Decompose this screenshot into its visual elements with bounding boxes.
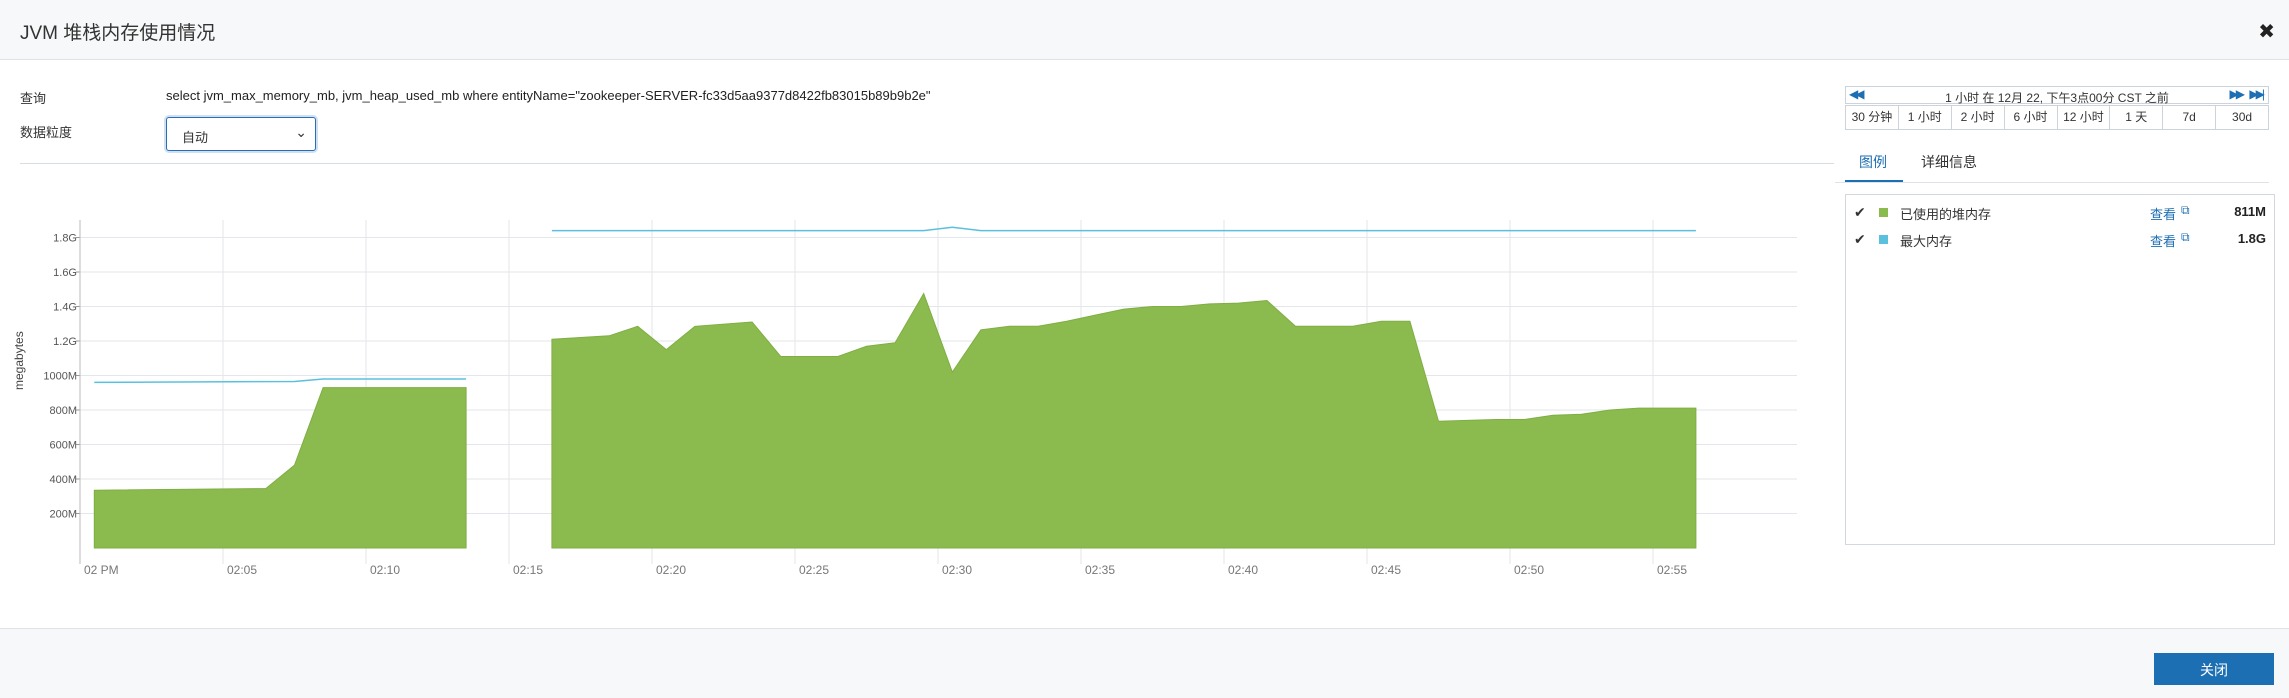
skip-to-end-icon[interactable]: ▶▶| [2249, 87, 2264, 101]
external-link-icon[interactable]: ⧉ [2181, 203, 2190, 217]
tab-legend[interactable]: 图例 [1859, 154, 1887, 170]
x-tick-label: 02:35 [1085, 563, 1115, 577]
x-tick-label: 02:15 [513, 563, 543, 577]
time-range-label: 1 小时 在 12月 22, 下午3点00分 CST 之前 [1945, 91, 2169, 105]
series-line-max-memory [551, 226, 1696, 232]
y-axis-label: megabytes [12, 331, 26, 390]
legend-item: ✔ 最大内存 查看 ⧉ 1.8G [1846, 228, 2274, 250]
y-tick-label: 1.2G [53, 336, 77, 348]
dialog-footer [0, 628, 2289, 698]
y-tick-label: 400M [49, 474, 77, 486]
y-tick-label: 800M [49, 405, 77, 417]
x-tick-label: 02:25 [799, 563, 829, 577]
range-30m-button[interactable]: 30 分钟 [1846, 106, 1899, 129]
x-tick-label: 02 PM [84, 563, 119, 577]
dialog-header: JVM 堆栈内存使用情况 ✖ [0, 0, 2289, 60]
series-area-heap-used [93, 387, 467, 549]
double-chevron-right-icon[interactable]: ▶▶ [2229, 87, 2246, 101]
chevron-down-icon: ⌄ [295, 124, 307, 140]
legend-value: 811M [2234, 204, 2266, 219]
query-text: select jvm_max_memory_mb, jvm_heap_used_… [166, 88, 931, 103]
range-12h-button[interactable]: 12 小时 [2057, 106, 2111, 129]
series-area-heap-used [551, 292, 1697, 549]
range-7d-button[interactable]: 7d [2163, 106, 2217, 129]
granularity-selected-value: 自动 [182, 130, 209, 145]
x-tick-label: 02:30 [942, 563, 972, 577]
side-tabs: 图例 详细信息 [1845, 142, 2269, 182]
x-tick-label: 02:20 [656, 563, 686, 577]
range-2h-button[interactable]: 2 小时 [1951, 106, 2005, 129]
time-range-nav: ◀◀ 1 小时 在 12月 22, 下午3点00分 CST 之前 ▶▶ ▶▶| [1845, 86, 2269, 105]
x-tick-label: 02:50 [1514, 563, 1544, 577]
legend-series-name: 最大内存 [1900, 234, 1953, 249]
x-tick-label: 02:10 [370, 563, 400, 577]
x-tick-label: 02:45 [1371, 563, 1401, 577]
y-tick-label: 1000M [43, 371, 77, 383]
granularity-label: 数据粒度 [20, 125, 73, 140]
view-link[interactable]: 查看 [2150, 234, 2177, 249]
y-tick-label: 1.8G [53, 233, 77, 245]
range-1d-button[interactable]: 1 天 [2110, 106, 2164, 129]
tab-details[interactable]: 详细信息 [1921, 154, 1977, 170]
view-link[interactable]: 查看 [2150, 207, 2177, 222]
legend-swatch [1879, 208, 1888, 217]
y-tick-label: 600M [49, 440, 77, 452]
checkmark-icon[interactable]: ✔ [1854, 204, 1866, 220]
range-6h-button[interactable]: 6 小时 [2004, 106, 2058, 129]
external-link-icon[interactable]: ⧉ [2181, 230, 2190, 244]
x-tick-label: 02:05 [227, 563, 257, 577]
heap-memory-chart: 200M 400M 600M 800M 1000M 1.2G 1.4G 1.6G 1.8G 02 … [43, 220, 1797, 577]
query-label: 查询 [20, 91, 47, 106]
y-tick-label: 1.6G [53, 267, 77, 279]
series-line-max-memory [94, 378, 467, 384]
legend-series-name: 已使用的堆内存 [1900, 207, 1992, 222]
range-1h-button[interactable]: 1 小时 [1898, 106, 1952, 129]
legend-panel: ✔ 已使用的堆内存 查看 ⧉ 811M ✔ 最大内存 查看 ⧉ 1.8G [1845, 194, 2275, 545]
double-chevron-left-icon[interactable]: ◀◀ [1849, 87, 1865, 101]
close-button[interactable]: 关闭 [2154, 653, 2274, 685]
x-tick-label: 02:55 [1657, 563, 1687, 577]
y-tick-label: 1.4G [53, 302, 77, 314]
legend-swatch [1879, 235, 1888, 244]
y-tick-label: 200M [49, 509, 77, 521]
checkmark-icon[interactable]: ✔ [1854, 231, 1866, 247]
legend-value: 1.8G [2237, 231, 2266, 246]
range-30d-button[interactable]: 30d [2216, 106, 2268, 129]
dialog-title: JVM 堆栈内存使用情况 [20, 23, 216, 44]
close-icon[interactable]: ✖ [2258, 21, 2275, 43]
x-tick-label: 02:40 [1228, 563, 1258, 577]
tabs-divider [1835, 182, 2269, 183]
legend-item: ✔ 已使用的堆内存 查看 ⧉ 811M [1846, 201, 2274, 223]
active-tab-indicator [1845, 180, 1903, 183]
time-range-buttons: 30 分钟 1 小时 2 小时 6 小时 12 小时 1 天 7d 30d [1845, 105, 2269, 130]
granularity-select[interactable]: 自动 ⌄ [166, 117, 316, 151]
divider [20, 163, 1834, 164]
